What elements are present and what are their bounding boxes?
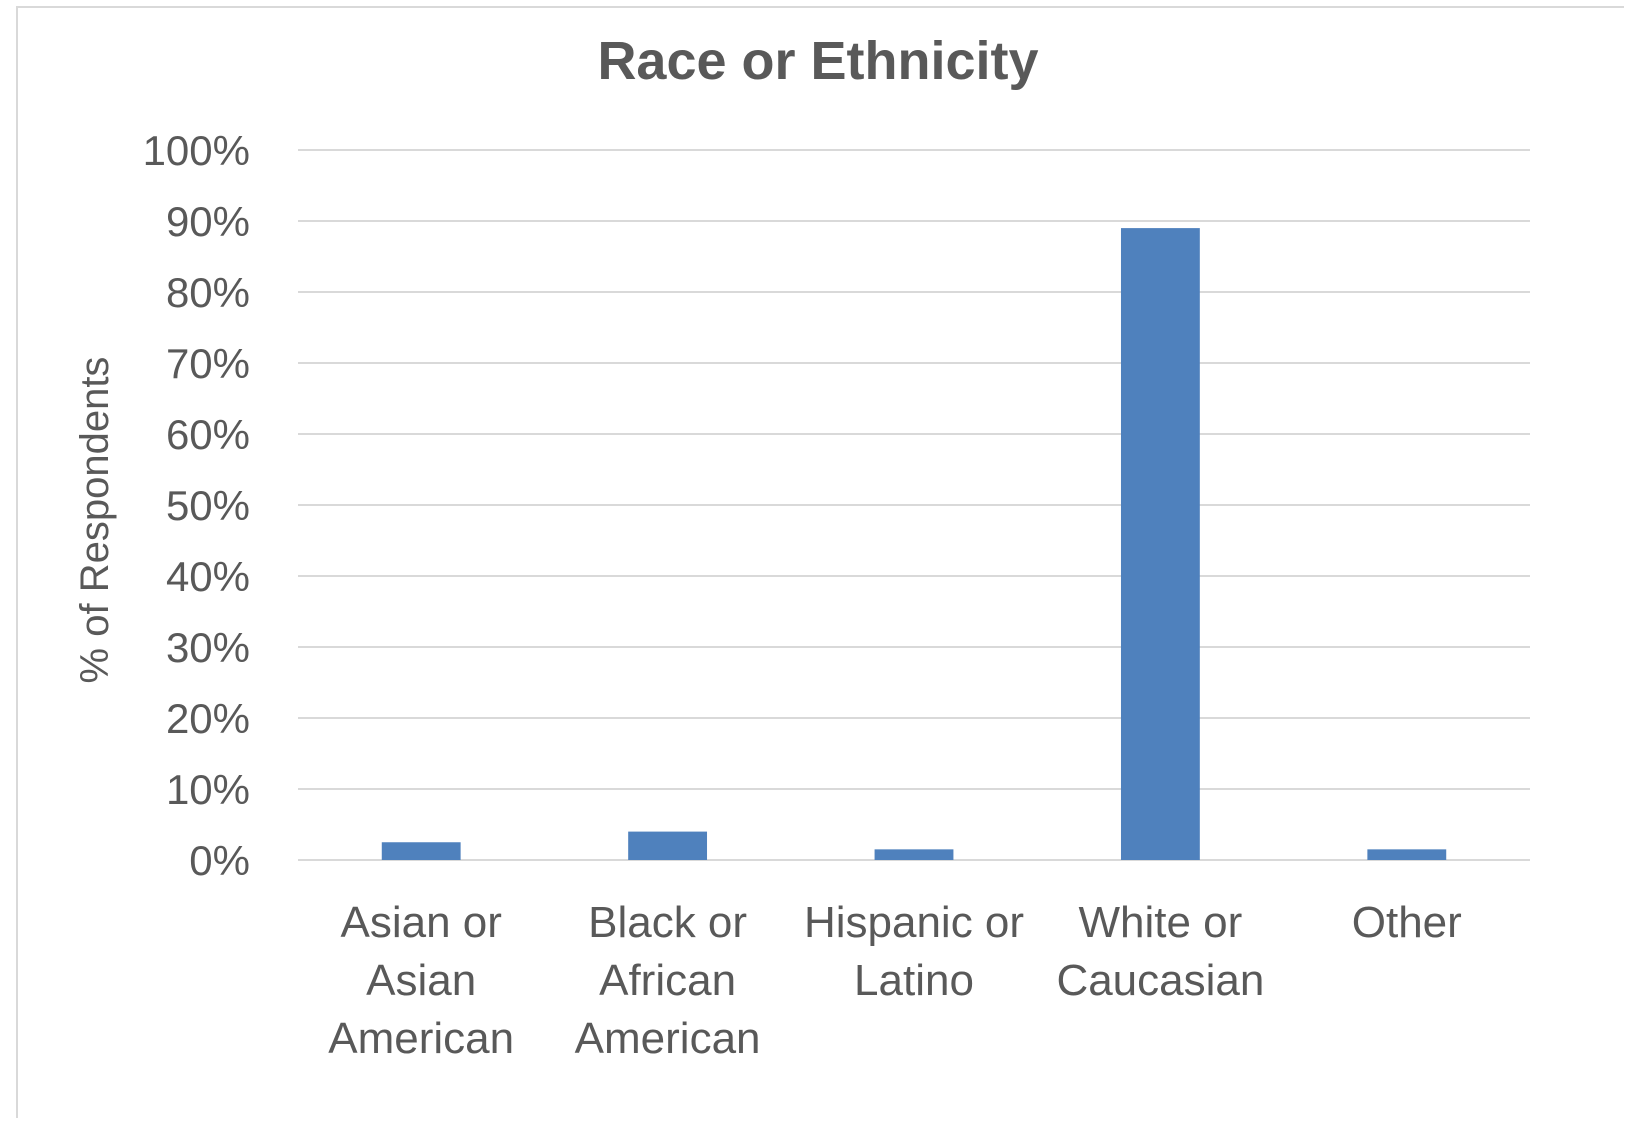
x-category-label: Asian or Asian American: [328, 898, 514, 1063]
chart-frame: [16, 6, 1624, 1118]
chart-title: Race or Ethnicity: [597, 31, 1039, 91]
y-tick-label: 50%: [166, 482, 250, 529]
bar: [381, 842, 461, 860]
y-tick-label: 0%: [189, 837, 250, 884]
y-tick-label: 20%: [166, 695, 250, 742]
y-tick-label: 40%: [166, 553, 250, 600]
y-tick-label: 100%: [143, 127, 250, 174]
y-tick-label: 60%: [166, 411, 250, 458]
x-category-label: White or Caucasian: [1056, 898, 1264, 1005]
x-category-label: Hispanic or Latino: [804, 898, 1024, 1005]
x-category-label: Other: [1352, 898, 1462, 947]
bars: [381, 228, 1447, 861]
bar: [1120, 228, 1200, 861]
y-axis-ticks: 0% 10% 20% 30% 40% 50% 60% 70% 80% 90% 100%: [143, 127, 250, 884]
x-axis-categories: Asian or Asian American Black or African Amer…: [328, 898, 1462, 1063]
y-tick-label: 10%: [166, 766, 250, 813]
y-tick-label: 70%: [166, 340, 250, 387]
bar: [1367, 849, 1447, 860]
bar: [874, 849, 954, 860]
x-category-label: Black or African American: [575, 898, 761, 1063]
y-tick-label: 80%: [166, 269, 250, 316]
y-tick-label: 30%: [166, 624, 250, 671]
bar: [628, 831, 708, 860]
y-axis-title: % of Respondents: [73, 357, 117, 684]
y-tick-label: 90%: [166, 198, 250, 245]
gridlines: [298, 149, 1530, 861]
